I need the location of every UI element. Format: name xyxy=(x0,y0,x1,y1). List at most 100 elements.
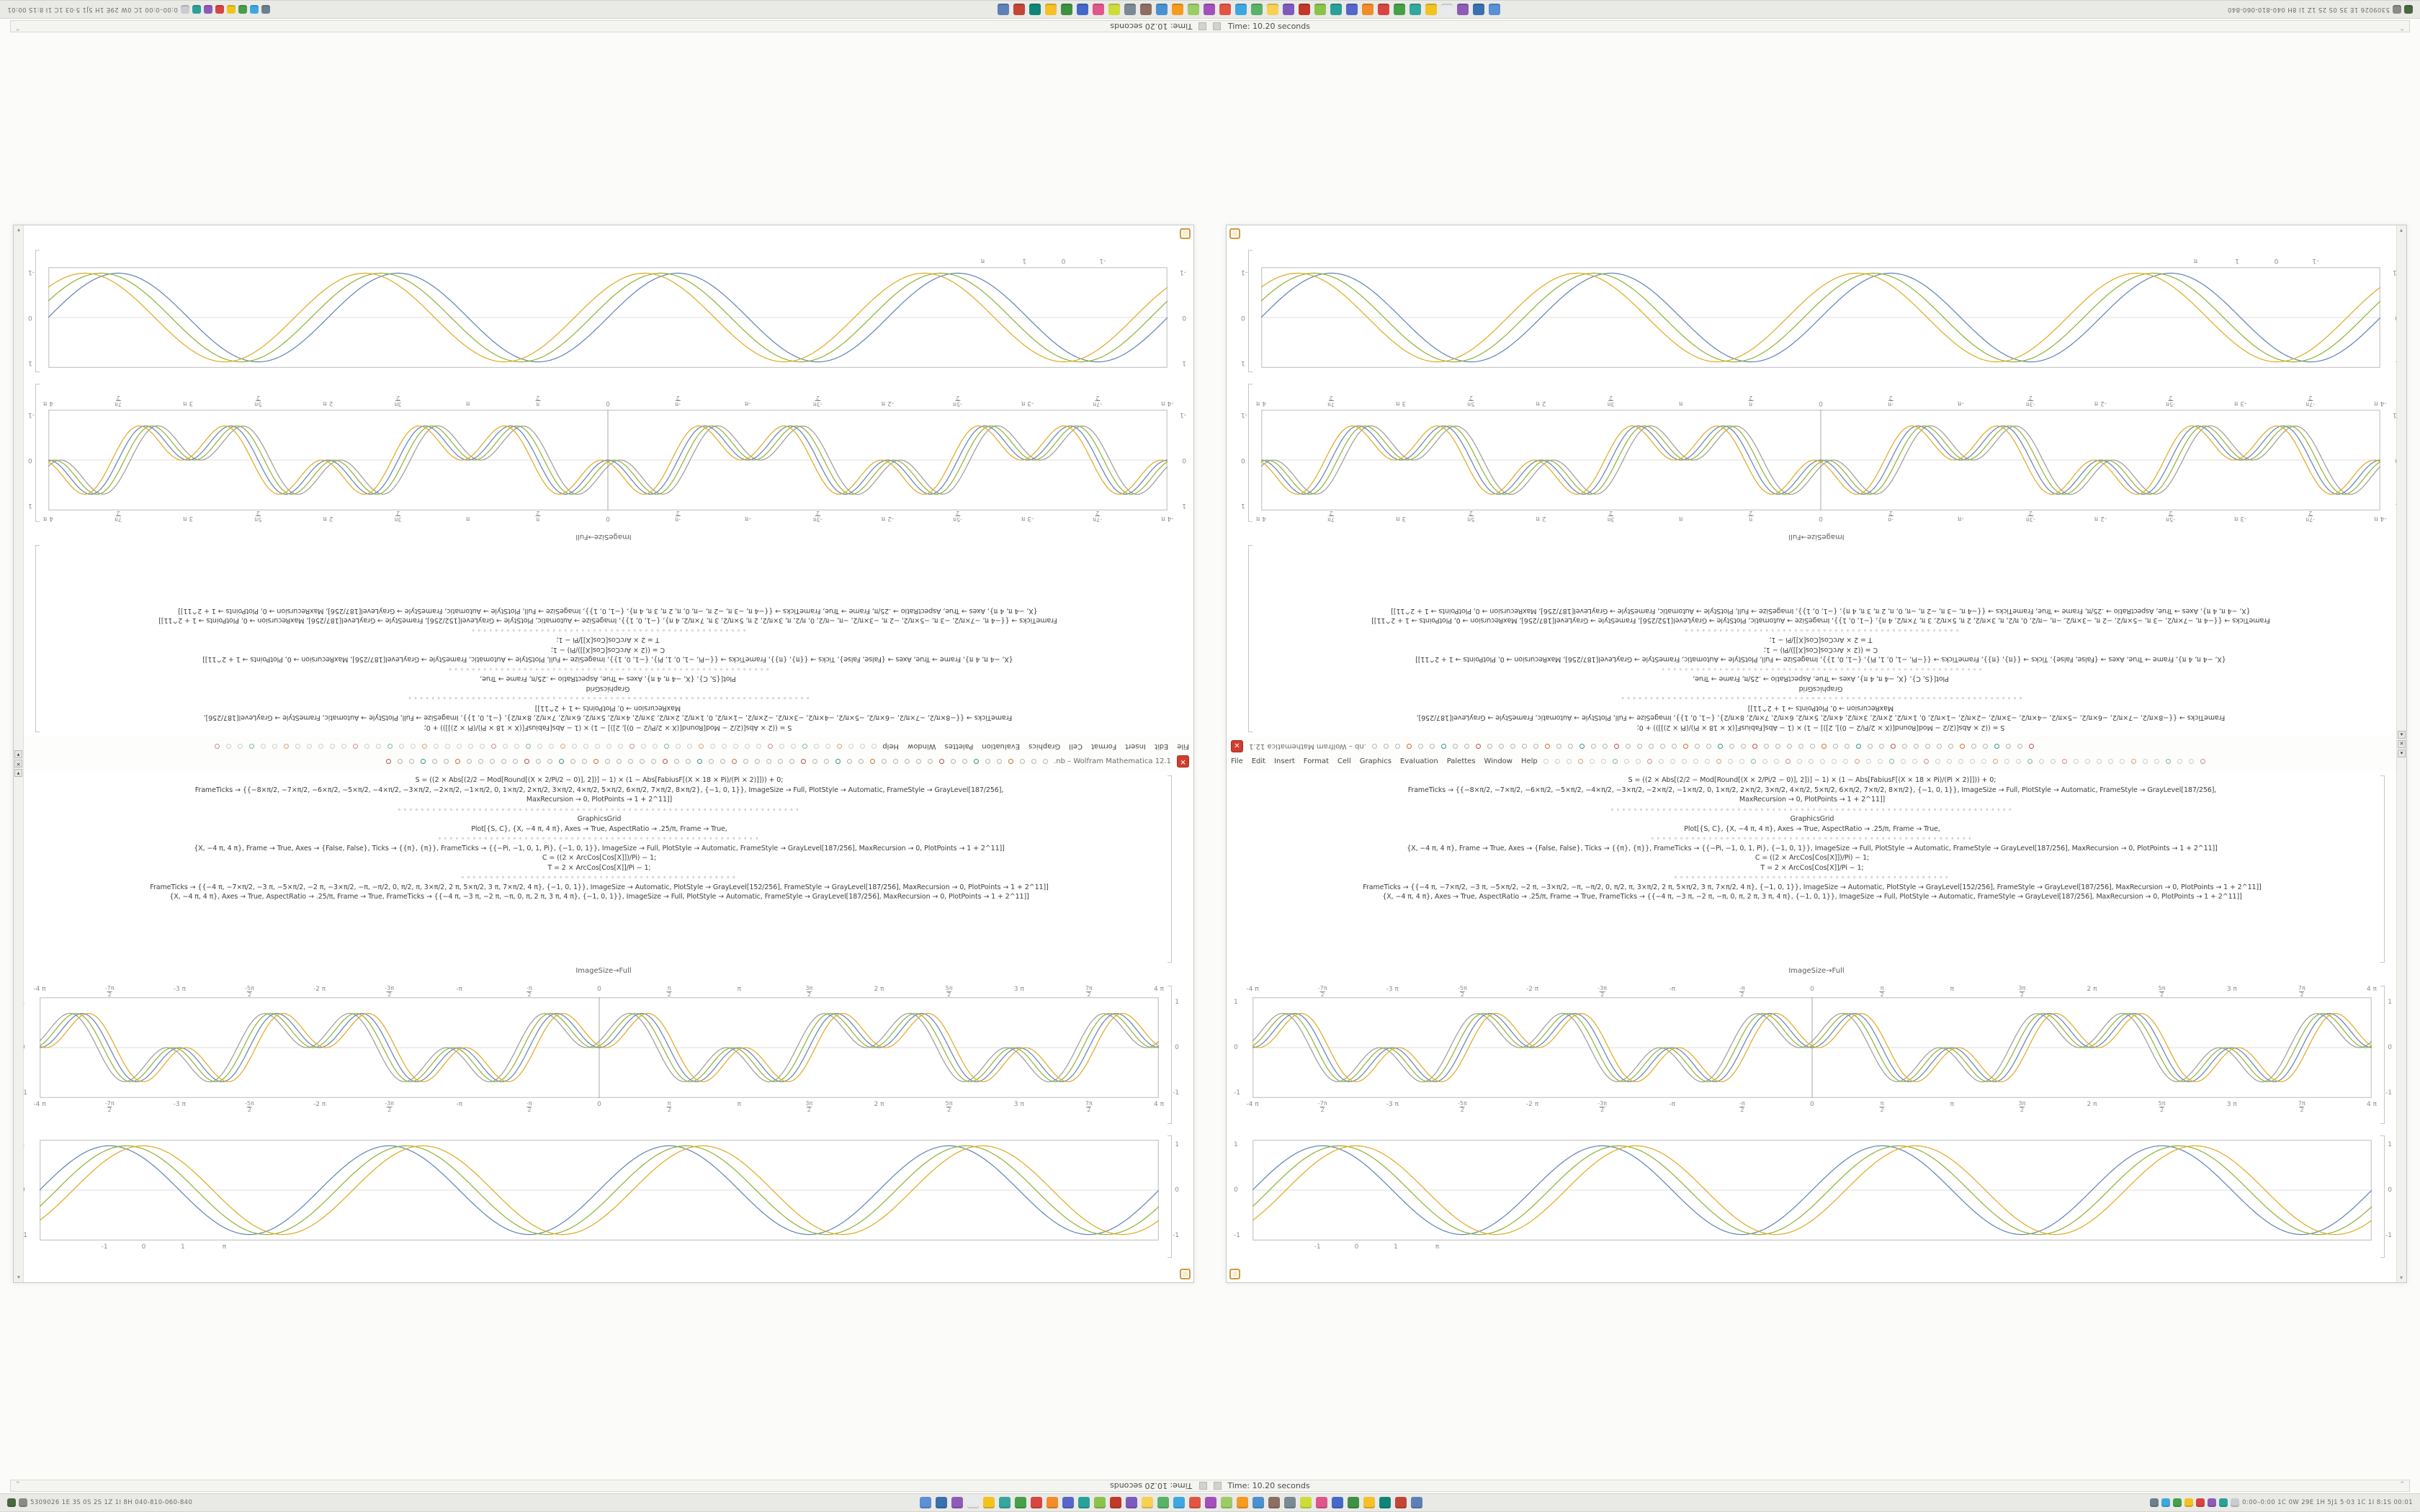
toolbar-dot-icon[interactable] xyxy=(1750,759,1756,764)
app-icon[interactable] xyxy=(1171,4,1183,15)
toolbar-dot-icon[interactable] xyxy=(1832,744,1838,749)
toolbar-dot-icon[interactable] xyxy=(1831,759,1837,764)
toolbar-dot-icon[interactable] xyxy=(1923,759,1929,764)
toolbar-dot-icon[interactable] xyxy=(1635,759,1641,764)
toolbar-dot-icon[interactable] xyxy=(1717,744,1723,749)
toolbar-dot-icon[interactable] xyxy=(755,759,761,764)
app-icon[interactable] xyxy=(1488,4,1500,15)
toolbar-dot-icon[interactable] xyxy=(1912,759,1917,764)
toolbar-dot-icon[interactable] xyxy=(743,759,749,764)
menu-edit[interactable]: Edit xyxy=(1251,757,1266,765)
toolbar-dot-icon[interactable] xyxy=(1371,744,1377,749)
toolbar-dot-icon[interactable] xyxy=(1821,744,1827,749)
strip-mini-button[interactable] xyxy=(1198,22,1207,30)
app-icon[interactable] xyxy=(951,1497,964,1508)
menu-format[interactable]: Format xyxy=(1303,757,1330,765)
toolbar-dot-icon[interactable] xyxy=(791,744,797,749)
menu-edit[interactable]: Edit xyxy=(1154,742,1169,750)
code-block[interactable]: S = ((2 × Abs[(2/2 − Mod[Round[(X × 2/Pi… xyxy=(44,545,1172,732)
cell-bracket[interactable] xyxy=(1248,250,1252,372)
app-icon[interactable] xyxy=(1314,4,1326,15)
toolbar-dot-icon[interactable] xyxy=(261,744,266,749)
toolbar-dot-icon[interactable] xyxy=(2084,759,2090,764)
toolbar-dot-icon[interactable] xyxy=(549,744,555,749)
toolbar-dot-icon[interactable] xyxy=(1865,759,1871,764)
toolbar-dot-icon[interactable] xyxy=(2004,759,2009,764)
cell-bracket[interactable] xyxy=(1168,775,1172,963)
app-icon[interactable] xyxy=(999,1497,1011,1508)
app-icon[interactable] xyxy=(936,1497,948,1508)
toolbar-dot-icon[interactable] xyxy=(536,759,542,764)
app-icon[interactable] xyxy=(2393,5,2401,14)
scrollbar-button-up[interactable]: ▾ xyxy=(2398,731,2406,739)
app-icon[interactable] xyxy=(1187,4,1199,15)
strip-mini-button[interactable] xyxy=(1198,1482,1207,1490)
toolbar-dot-icon[interactable] xyxy=(1694,744,1700,749)
toolbar-dot-icon[interactable] xyxy=(432,759,438,764)
cell-bracket[interactable] xyxy=(2380,1135,2385,1258)
menu-file[interactable]: File xyxy=(1231,757,1243,765)
app-icon[interactable] xyxy=(1047,1497,1059,1508)
menu-window[interactable]: Window xyxy=(908,742,936,750)
toolbar-dot-icon[interactable] xyxy=(606,744,612,749)
toolbar-dot-icon[interactable] xyxy=(1935,759,1940,764)
scrollbar-close-button[interactable]: ✕ xyxy=(2398,740,2406,748)
toolbar-dot-icon[interactable] xyxy=(1844,744,1850,749)
toolbar-dot-icon[interactable] xyxy=(2119,759,2125,764)
toolbar-dot-icon[interactable] xyxy=(1452,744,1458,749)
toolbar-dot-icon[interactable] xyxy=(249,744,255,749)
menu-evaluation[interactable]: Evaluation xyxy=(1399,757,1438,765)
code-block[interactable]: S = ((2 × Abs[(2/2 − Mod[Round[(X × 2/Pi… xyxy=(1248,775,2376,963)
toolbar-dot-icon[interactable] xyxy=(2130,759,2136,764)
app-icon[interactable] xyxy=(1139,4,1152,15)
toolbar-dot-icon[interactable] xyxy=(2188,759,2194,764)
app-icon[interactable] xyxy=(2161,1498,2171,1507)
app-icon[interactable] xyxy=(1330,4,1342,15)
window-badge-icon[interactable] xyxy=(1180,228,1191,239)
toolbar-dot-icon[interactable] xyxy=(478,759,484,764)
toolbar-dot-icon[interactable] xyxy=(1924,744,1930,749)
cell-bracket[interactable] xyxy=(1248,545,1252,732)
toolbar-dot-icon[interactable] xyxy=(814,744,820,749)
toolbar-dot-icon[interactable] xyxy=(559,759,565,764)
app-icon[interactable] xyxy=(261,5,270,14)
app-icon[interactable] xyxy=(215,5,224,14)
toolbar-dot-icon[interactable] xyxy=(848,744,854,749)
toolbar-dot-icon[interactable] xyxy=(595,744,601,749)
toolbar-dot-icon[interactable] xyxy=(1716,759,1721,764)
code-block[interactable]: S = ((2 × Abs[(2/2 − Mod[Round[(X × 2/Pi… xyxy=(1257,545,2385,732)
toolbar-dot-icon[interactable] xyxy=(641,744,647,749)
toolbar-dot-icon[interactable] xyxy=(1577,759,1583,764)
toolbar-dot-icon[interactable] xyxy=(490,759,496,764)
toolbar-dot-icon[interactable] xyxy=(1808,759,1814,764)
toolbar-dot-icon[interactable] xyxy=(2073,759,2079,764)
toolbar-dot-icon[interactable] xyxy=(1623,759,1629,764)
toolbar-dot-icon[interactable] xyxy=(1487,744,1492,749)
toolbar-dot-icon[interactable] xyxy=(1796,759,1802,764)
toolbar-dot-icon[interactable] xyxy=(699,744,704,749)
scrollbar[interactable]: ▴ ▾ ✕ ▾ ▾ xyxy=(2396,225,2406,1282)
app-icon[interactable] xyxy=(1266,4,1278,15)
toolbar-dot-icon[interactable] xyxy=(318,744,324,749)
toolbar-dot-icon[interactable] xyxy=(1383,744,1389,749)
toolbar-dot-icon[interactable] xyxy=(524,759,530,764)
toolbar-dot-icon[interactable] xyxy=(882,759,887,764)
toolbar-dot-icon[interactable] xyxy=(444,759,449,764)
toolbar-dot-icon[interactable] xyxy=(398,759,403,764)
toolbar-dot-icon[interactable] xyxy=(1521,744,1527,749)
toolbar-dot-icon[interactable] xyxy=(387,744,393,749)
app-icon[interactable] xyxy=(1203,4,1215,15)
toolbar-dot-icon[interactable] xyxy=(572,744,578,749)
toolbar-dot-icon[interactable] xyxy=(870,759,876,764)
toolbar-dot-icon[interactable] xyxy=(1706,744,1711,749)
app-icon[interactable] xyxy=(1332,1497,1344,1508)
app-icon[interactable] xyxy=(1013,4,1025,15)
app-icon[interactable] xyxy=(1028,4,1041,15)
app-icon[interactable] xyxy=(1219,4,1231,15)
toolbar-dot-icon[interactable] xyxy=(674,759,680,764)
app-icon[interactable] xyxy=(249,5,259,14)
toolbar-dot-icon[interactable] xyxy=(1659,744,1665,749)
toolbar-dot-icon[interactable] xyxy=(1636,744,1642,749)
toolbar-dot-icon[interactable] xyxy=(2038,759,2044,764)
app-icon[interactable] xyxy=(1316,1497,1328,1508)
